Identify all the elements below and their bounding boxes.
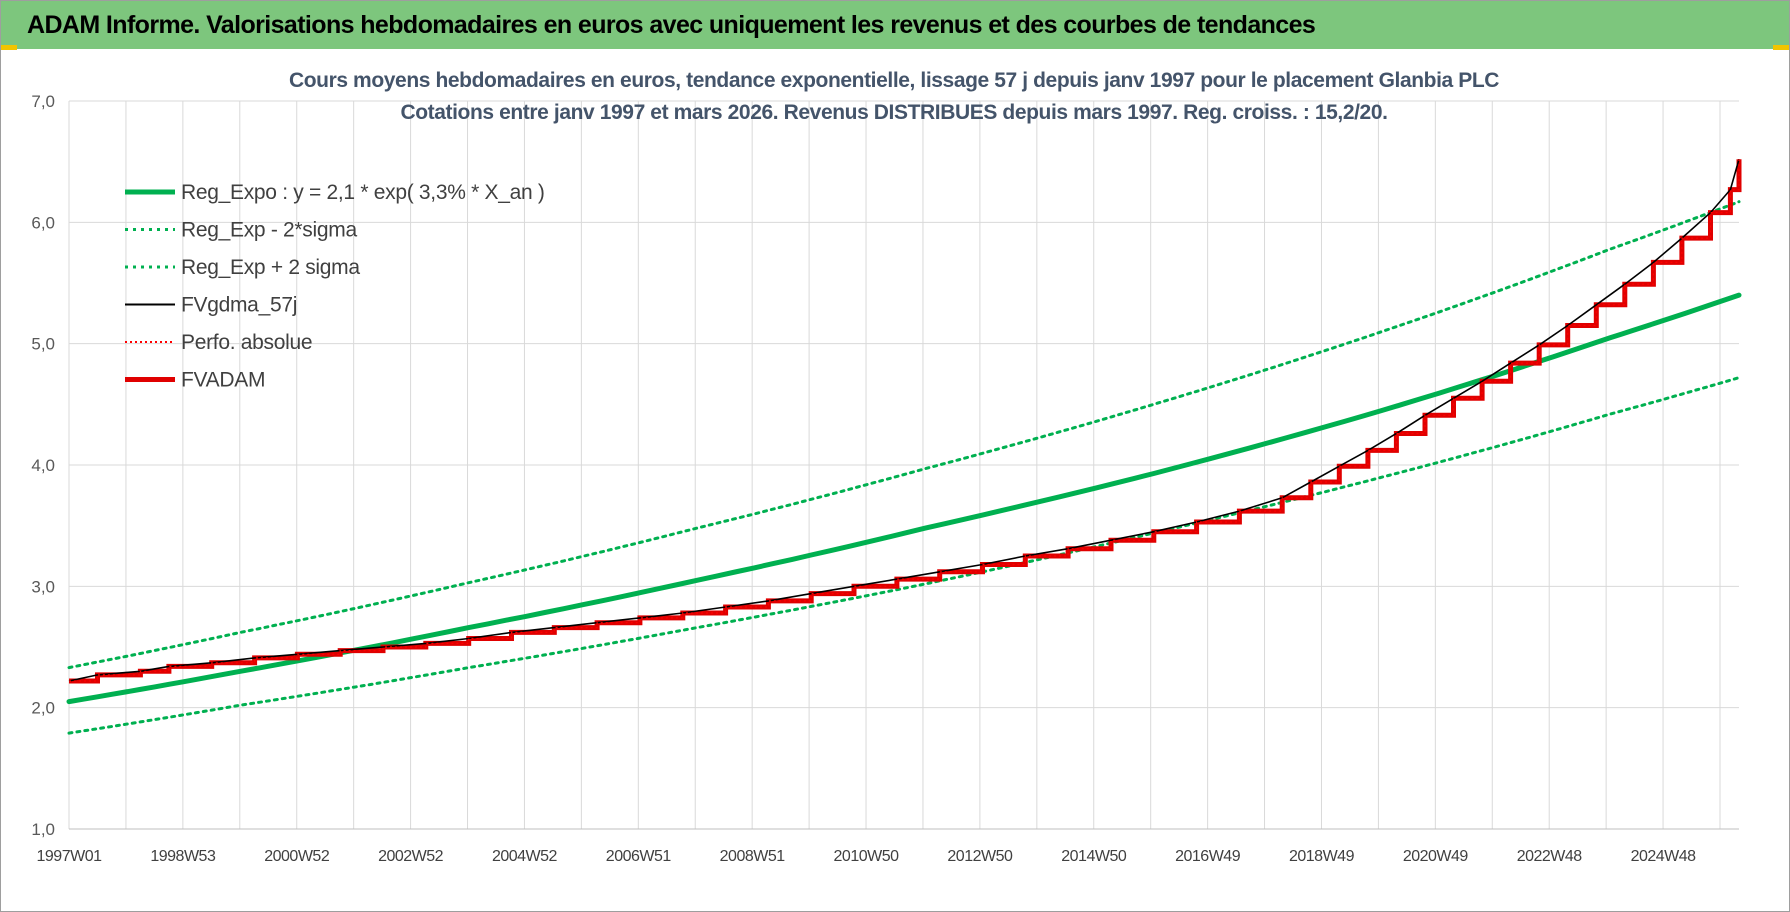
y-tick-label: 1,0	[31, 820, 55, 839]
legend-label-fvadam: FVADAM	[181, 369, 265, 392]
y-tick-label: 2,0	[31, 699, 55, 718]
x-tick-label: 2010W50	[834, 848, 900, 865]
legend-label-reg: Reg_Expo : y = 2,1 * exp( 3,3% * X_an )	[181, 181, 545, 204]
series-line-perfo	[69, 159, 1740, 682]
x-tick-label: 2018W49	[1289, 848, 1355, 865]
series-line-high	[67, 200, 1741, 670]
series-layer	[66, 158, 1742, 735]
corner-marker-left	[1, 45, 17, 50]
legend-label-low: Reg_Exp - 2*sigma	[181, 219, 357, 242]
chart-title-line-1: Cours moyens hebdomadaires en euros, ten…	[289, 69, 1499, 92]
y-tick-label: 4,0	[31, 456, 55, 475]
legend-label-high: Reg_Exp + 2 sigma	[181, 256, 360, 279]
x-tick-label: 1997W01	[37, 848, 103, 865]
x-tick-label: 2008W51	[720, 848, 786, 865]
legend-label-perfo: Perfo. absolue	[181, 331, 312, 354]
report-banner: ADAM Informe. Valorisations hebdomadaire…	[1, 1, 1789, 49]
axis-layer: 1,0 2,0 3,0 4,0 5,0 6,0 7,0 1997W01 1998W53 2000W…	[31, 92, 1739, 865]
grid-layer	[68, 100, 1739, 830]
x-tick-label: 2022W48	[1517, 848, 1583, 865]
series-line-reg	[66, 292, 1742, 705]
y-tick-label: 5,0	[31, 335, 55, 354]
x-tick-label: 2000W52	[264, 848, 330, 865]
x-tick-label: 1998W53	[150, 848, 216, 865]
y-tick-label: 7,0	[31, 92, 55, 111]
x-tick-label: 2024W48	[1631, 848, 1697, 865]
chart-legend: Reg_Expo : y = 2,1 * exp( 3,3% * X_an ) R…	[125, 181, 545, 392]
x-tick-label: 2016W49	[1175, 848, 1241, 865]
x-tick-label: 2004W52	[492, 848, 558, 865]
x-tick-label: 2012W50	[947, 848, 1013, 865]
corner-marker-right	[1773, 45, 1789, 50]
chart-title-line-2: Cotations entre janv 1997 et mars 2026. …	[400, 101, 1387, 124]
series-line-low	[67, 376, 1741, 735]
y-tick-label: 6,0	[31, 213, 55, 232]
valuation-chart: 1,0 2,0 3,0 4,0 5,0 6,0 7,0 1997W01 1998W53 2000W…	[31, 69, 1742, 865]
y-tick-label: 3,0	[31, 577, 55, 596]
x-tick-label: 2006W51	[606, 848, 672, 865]
x-tick-label: 2020W49	[1403, 848, 1469, 865]
report-title: ADAM Informe. Valorisations hebdomadaire…	[27, 10, 1316, 39]
x-tick-label: 2014W50	[1061, 848, 1127, 865]
x-tick-label: 2002W52	[378, 848, 444, 865]
legend-label-fvg: FVgdma_57j	[181, 294, 297, 317]
